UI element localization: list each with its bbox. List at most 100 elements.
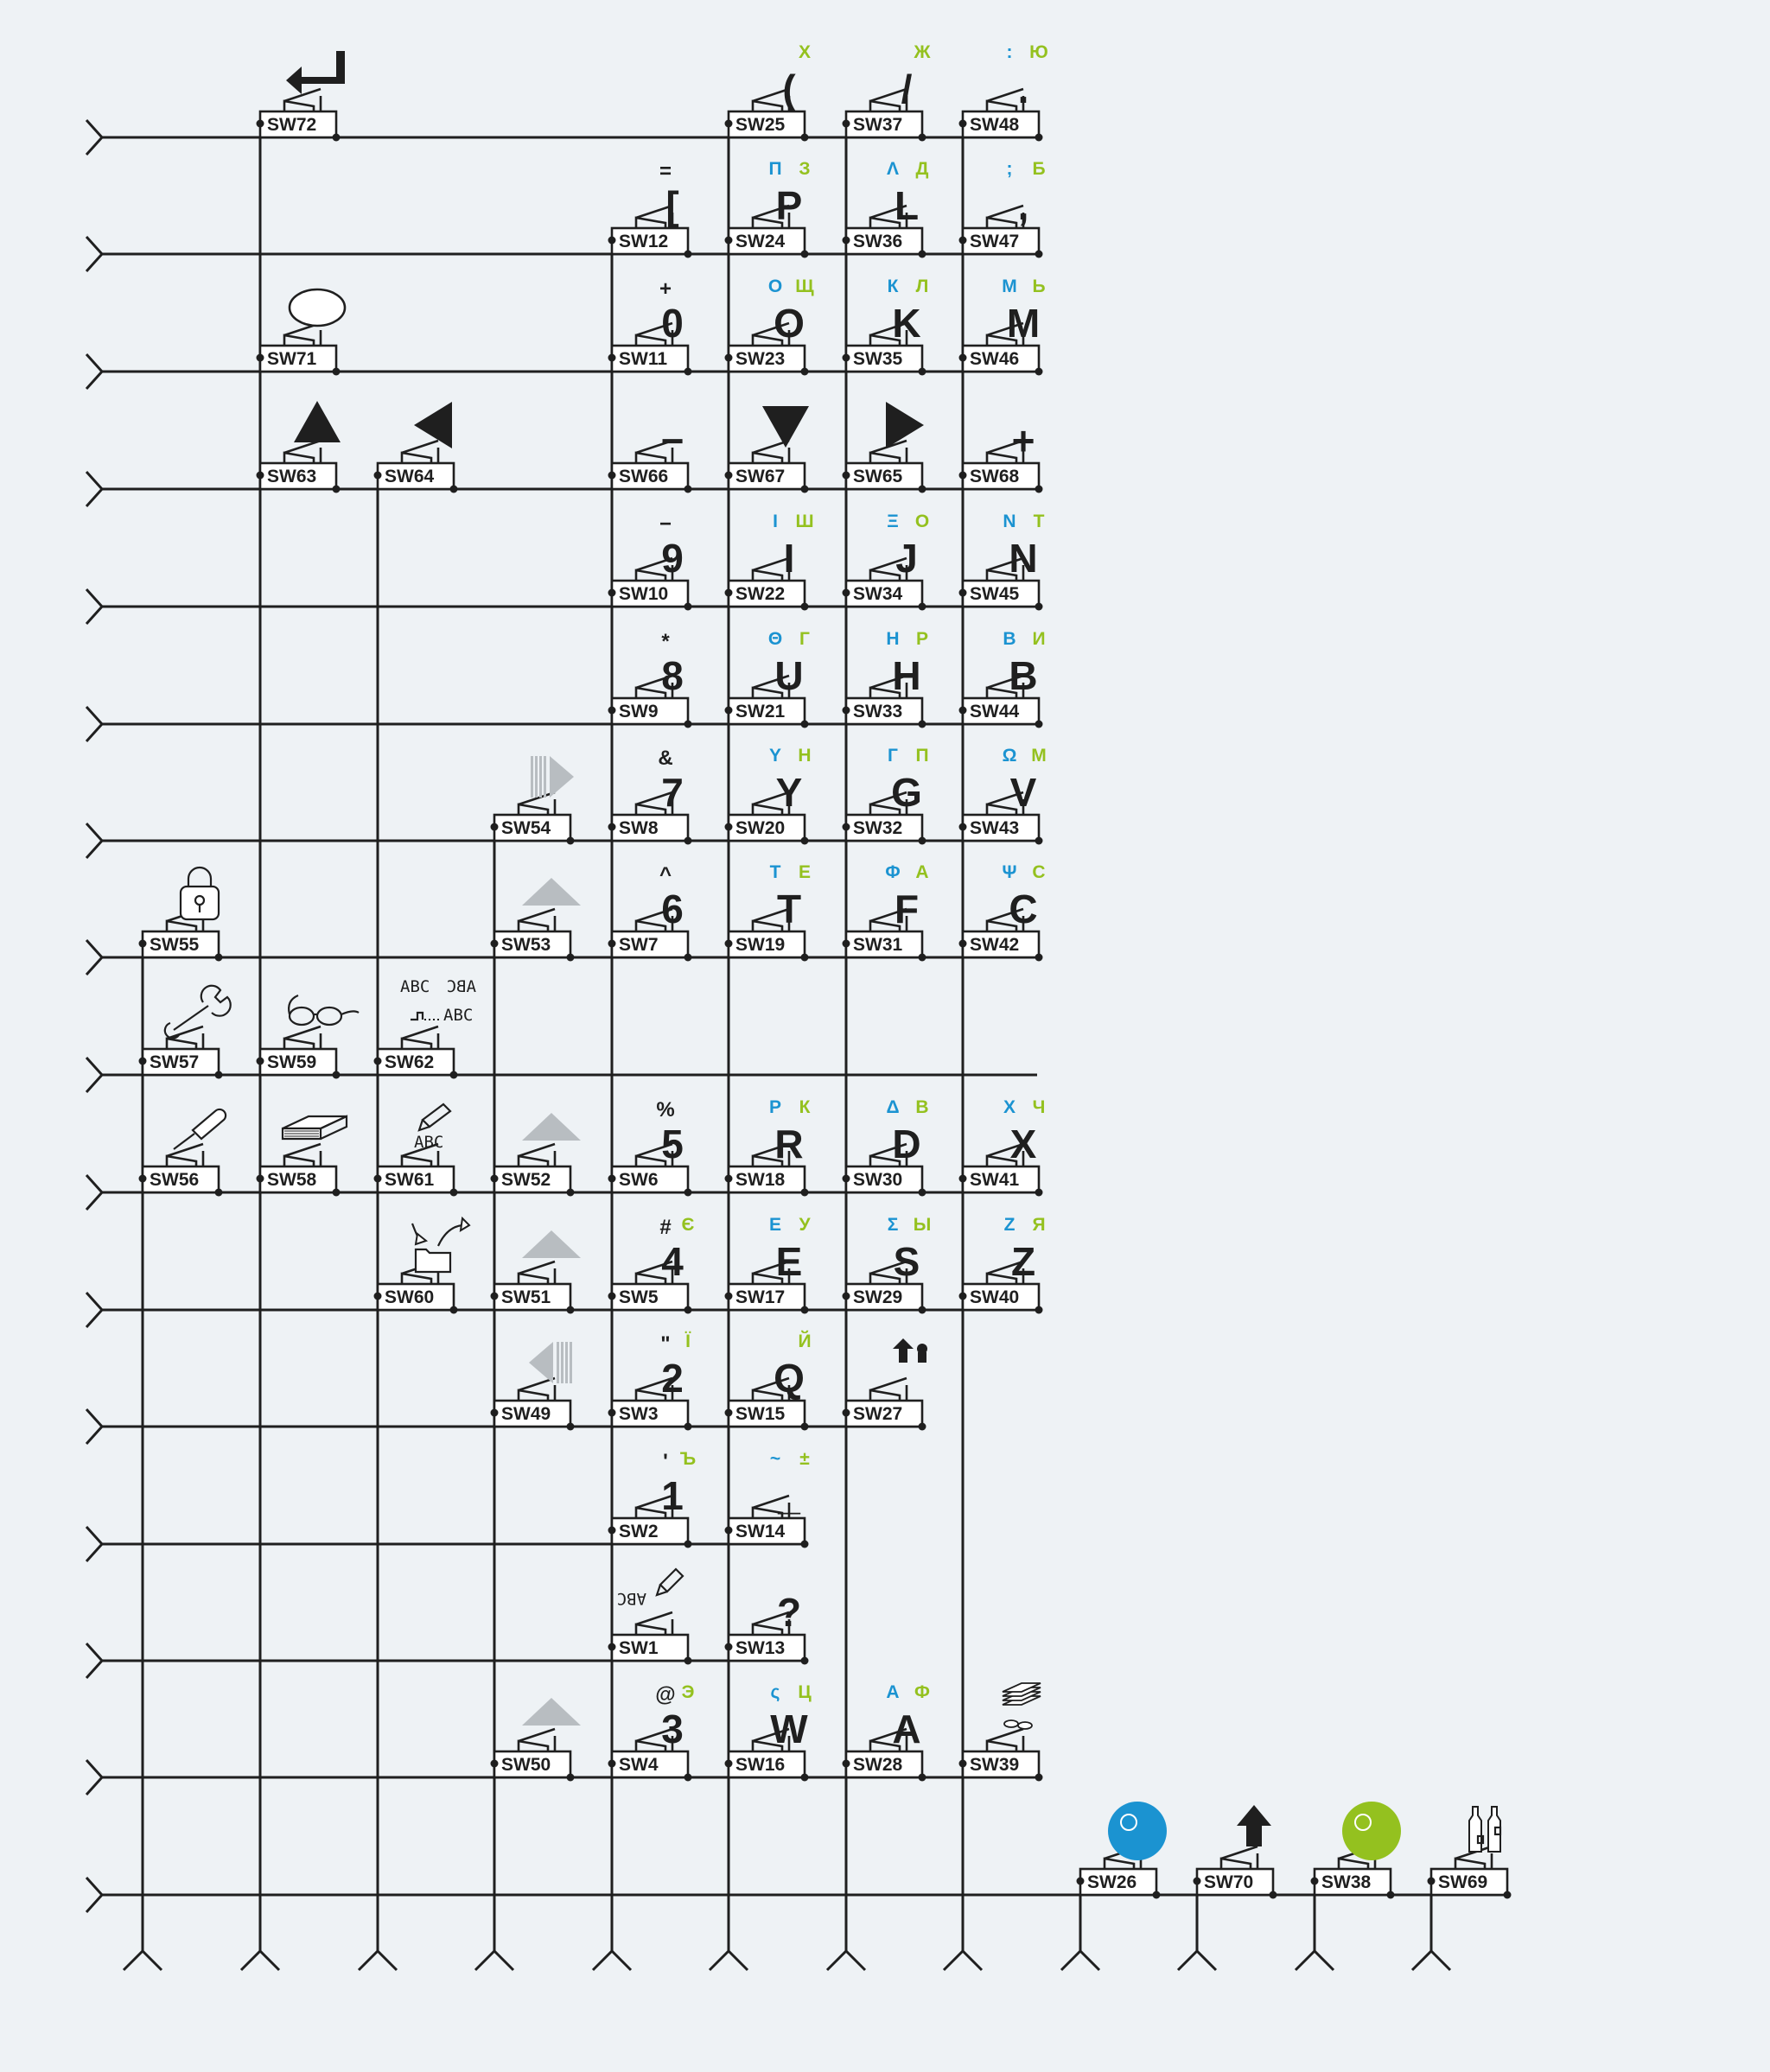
switch-sw35[interactable]: SW35 KК Л <box>842 276 929 376</box>
switch-sw56[interactable]: SW56 <box>138 1108 227 1197</box>
switch-sw66[interactable]: SW66 − <box>608 418 692 493</box>
switch-sw72[interactable]: SW72 <box>256 51 346 142</box>
switch-sw46[interactable]: SW46 MМ Ь <box>958 276 1046 376</box>
arrow-left-icon <box>414 402 452 448</box>
key-main-char: − <box>661 418 684 463</box>
switch-sw29[interactable]: SW29 SΣ Ы <box>842 1215 932 1314</box>
junction-dot <box>214 1188 223 1197</box>
switch-sw12[interactable]: SW12 [= <box>608 160 692 258</box>
switch-sw10[interactable]: SW10 9− <box>608 512 692 611</box>
switch-sw25[interactable]: SW25 (Х <box>724 42 812 142</box>
switch-sw1[interactable]: SW1 ABC <box>608 1567 692 1665</box>
switch-sw70[interactable]: SW70 <box>1193 1805 1277 1899</box>
junction-dot <box>608 1292 616 1300</box>
key-main-char: 5 <box>661 1122 684 1166</box>
switch-sw11[interactable]: SW11 0+ <box>608 277 692 376</box>
switch-sw20[interactable]: SW20 YΥ Н <box>724 746 812 845</box>
switch-sw32[interactable]: SW32 GГ П <box>842 746 929 845</box>
switch-sw63[interactable]: SW63 <box>256 401 341 493</box>
switch-sw54[interactable]: SW54 <box>490 756 575 845</box>
switch-sw16[interactable]: SW16 Wς Ц <box>724 1682 812 1782</box>
switch-sw51[interactable]: SW51 <box>490 1230 582 1314</box>
switch-sw30[interactable]: SW30 DΔ В <box>842 1097 929 1197</box>
junction-dot <box>256 471 264 480</box>
switch-sw57[interactable]: SW57 <box>138 984 232 1079</box>
switch-sw39[interactable]: SW39 <box>958 1682 1043 1782</box>
junction-dot <box>138 1174 147 1183</box>
junction-dot <box>800 485 809 493</box>
switch-sw22[interactable]: SW22 IІ Ш <box>724 512 814 611</box>
switch-sw59[interactable]: SW59 <box>256 994 360 1079</box>
junction-dot <box>958 706 967 715</box>
switch-sw5[interactable]: SW54# Є <box>608 1215 695 1314</box>
switch-sw28[interactable]: SW28 AΑ Ф <box>842 1682 931 1782</box>
switch-label: SW12 <box>619 232 668 251</box>
key-alt-char-green: П <box>915 746 928 766</box>
switch-label: SW21 <box>735 702 786 721</box>
switch-label-box <box>844 930 924 959</box>
switch-sw31[interactable]: SW31 FΦ А <box>842 862 929 962</box>
junction-dot <box>490 1759 499 1768</box>
switch-sw43[interactable]: SW43 VΩ М <box>958 746 1047 845</box>
switch-sw60[interactable]: SW60 <box>373 1216 471 1314</box>
switch-sw13[interactable]: SW13? <box>724 1590 809 1665</box>
switch-sw18[interactable]: SW18 RΡ К <box>724 1097 811 1197</box>
switch-sw38[interactable]: SW38 <box>1310 1802 1402 1899</box>
switch-sw64[interactable]: SW64 <box>373 402 458 493</box>
junction-dot <box>566 1422 575 1431</box>
switch-sw48[interactable]: SW48.: Ю <box>958 42 1048 142</box>
junction-dot <box>800 953 809 962</box>
switch-sw53[interactable]: SW53 <box>490 878 582 962</box>
switch-sw65[interactable]: SW65 <box>842 402 926 493</box>
switch-sw58[interactable]: SW58 <box>256 1115 348 1197</box>
switch-sw52[interactable]: SW52 <box>490 1113 582 1197</box>
key-main-char: 7 <box>661 770 684 815</box>
junction-dot <box>800 250 809 258</box>
switch-sw62[interactable]: SW62 ABC ABC ABC <box>373 977 477 1079</box>
switch-sw49[interactable]: SW49 <box>490 1342 575 1431</box>
switch-sw68[interactable]: SW68 + <box>958 418 1043 493</box>
switch-label-box <box>727 344 806 373</box>
switch-sw41[interactable]: SW41 XΧ Ч <box>958 1097 1046 1197</box>
switch-sw4[interactable]: SW43@ Э <box>608 1682 695 1782</box>
switch-sw34[interactable]: SW34 JΞ О <box>842 512 930 611</box>
switch-sw15[interactable]: SW15 QЙ <box>724 1331 812 1431</box>
key-alt-char-green: В <box>915 1097 928 1117</box>
switch-sw37[interactable]: SW37 /Ж <box>842 42 932 142</box>
switch-sw17[interactable]: SW17 EΕ У <box>724 1215 812 1314</box>
switch-sw44[interactable]: SW44 BВ И <box>958 629 1046 728</box>
switch-sw3[interactable]: SW32" Ї <box>608 1332 692 1431</box>
switch-sw6[interactable]: SW65% <box>608 1098 692 1197</box>
switch-sw47[interactable]: SW47,; Б <box>958 159 1046 258</box>
switch-sw36[interactable]: SW36 LΛ Д <box>842 159 929 258</box>
junction-dot <box>918 485 926 493</box>
switch-sw21[interactable]: SW21 UΘ Г <box>724 629 811 728</box>
switch-label: SW54 <box>501 818 551 838</box>
switch-sw55[interactable]: SW55 <box>138 866 223 962</box>
switch-sw45[interactable]: SW45 NN Т <box>958 512 1045 611</box>
switch-sw2[interactable]: SW21' Ъ <box>608 1449 697 1548</box>
junction-dot <box>800 1656 809 1665</box>
key-alt-char-blue: ς <box>771 1682 780 1702</box>
switch-sw50[interactable]: SW50 <box>490 1698 582 1782</box>
switch-sw33[interactable]: SW33 HΗ Р <box>842 629 929 728</box>
switch-sw23[interactable]: SW23 OО Щ <box>724 276 815 376</box>
switch-sw40[interactable]: SW40 ZΖ Я <box>958 1215 1046 1314</box>
switch-sw19[interactable]: SW19 TТ Е <box>724 862 812 962</box>
switch-sw42[interactable]: SW42 CΨ С <box>958 862 1046 962</box>
key-main-char: E <box>776 1239 803 1284</box>
switch-label: SW15 <box>735 1404 786 1424</box>
switch-sw61[interactable]: SW61 ABC <box>373 1103 458 1197</box>
key-main-char: / <box>901 67 913 111</box>
switch-sw69[interactable]: SW69 <box>1427 1806 1512 1899</box>
switch-sw26[interactable]: SW26 <box>1076 1802 1168 1899</box>
switch-sw24[interactable]: SW24 PП З <box>724 159 811 258</box>
switch-sw14[interactable]: SW14 _ ~ ± <box>724 1449 811 1548</box>
switch-sw67[interactable]: SW67 <box>724 406 810 493</box>
switch-sw71[interactable]: SW71 <box>256 288 347 376</box>
switch-sw27[interactable]: SW27 <box>842 1338 928 1431</box>
switch-label-box <box>610 696 690 726</box>
